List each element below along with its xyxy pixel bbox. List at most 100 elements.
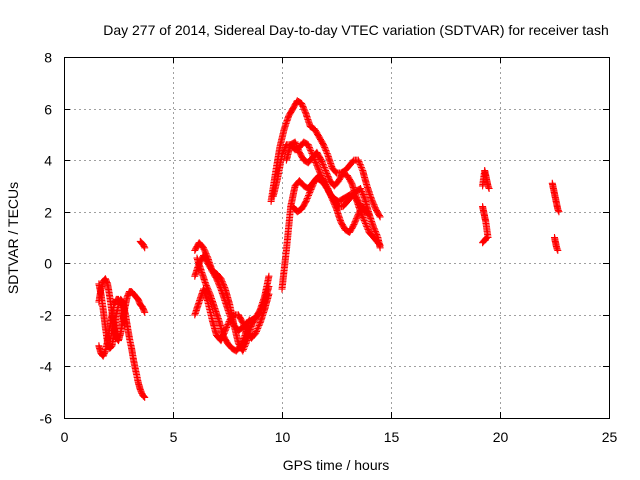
data-point: [298, 99, 306, 107]
series-track-o: [479, 203, 492, 241]
data-point-fill: [294, 144, 302, 152]
y-tick-label: 6: [44, 102, 52, 118]
data-point-fill: [224, 319, 232, 327]
data-point-fill: [375, 212, 383, 220]
data-point: [200, 244, 207, 252]
data-point-fill: [203, 283, 211, 291]
series-track-n: [479, 167, 493, 192]
data-point-fill: [301, 108, 309, 116]
data-point-fill: [320, 142, 328, 150]
data-point-fill: [219, 279, 227, 287]
data-point: [121, 321, 129, 329]
data-point-fill: [370, 201, 378, 209]
data-point-fill: [331, 201, 339, 209]
data-point-fill: [369, 198, 377, 206]
data-point: [354, 156, 362, 164]
data-point-fill: [312, 158, 320, 166]
data-point-fill: [306, 145, 314, 153]
data-point-fill: [312, 160, 320, 168]
data-point: [265, 290, 273, 298]
data-point: [357, 185, 364, 192]
data-point: [324, 185, 332, 192]
data-point-fill: [329, 196, 337, 204]
data-point-fill: [300, 104, 307, 112]
data-point-fill: [330, 199, 338, 207]
data-marks: [95, 97, 563, 401]
data-point: [252, 329, 260, 337]
data-point: [141, 244, 149, 252]
data-point-fill: [362, 207, 370, 215]
data-point-fill: [324, 172, 332, 180]
data-point-fill: [329, 198, 337, 206]
data-point-fill: [358, 188, 366, 195]
data-point-fill: [357, 164, 365, 171]
data-point: [265, 283, 273, 290]
series-track-c: [95, 295, 129, 360]
data-point-fill: [240, 333, 248, 341]
data-point-fill: [359, 190, 367, 198]
data-point-fill: [325, 188, 333, 195]
y-tick-label: 8: [44, 50, 52, 66]
data-point-fill: [238, 337, 246, 345]
data-point-fill: [308, 184, 316, 192]
data-point-fill: [352, 216, 360, 224]
data-point-fill: [307, 186, 315, 194]
data-point-fill: [238, 339, 246, 347]
data-point-fill: [140, 307, 148, 315]
data-point: [313, 161, 321, 169]
data-point-fill: [357, 186, 365, 194]
grid: [64, 57, 609, 418]
data-point-fill: [362, 220, 369, 227]
data-point-fill: [328, 193, 335, 201]
data-point-fill: [218, 278, 226, 286]
data-point-fill: [332, 204, 340, 212]
data-point: [485, 185, 493, 192]
data-point-fill: [254, 323, 262, 331]
data-point-fill: [326, 190, 334, 198]
data-point: [352, 192, 360, 200]
plot-frame: [64, 57, 610, 419]
data-point-fill: [369, 199, 377, 207]
data-point: [555, 208, 563, 216]
data-point: [237, 342, 245, 350]
data-point: [141, 393, 149, 401]
data-point-fill: [204, 286, 212, 294]
data-point-fill: [140, 243, 148, 250]
x-tick-label: 20: [493, 429, 509, 445]
y-tick-label: -4: [40, 359, 53, 375]
data-point-fill: [360, 193, 368, 201]
data-point: [141, 308, 149, 316]
data-point-fill: [359, 214, 367, 222]
data-point-fill: [205, 289, 213, 297]
data-point-fill: [356, 161, 364, 169]
data-point-fill: [253, 326, 261, 334]
data-point-fill: [293, 143, 301, 150]
data-point-fill: [326, 189, 334, 197]
data-point-fill: [554, 206, 562, 214]
data-point-fill: [306, 189, 314, 197]
data-point-fill: [324, 171, 331, 179]
data-point-fill: [355, 200, 363, 208]
data-point-fill: [140, 393, 148, 400]
data-point-fill: [223, 322, 231, 330]
data-point-fill: [305, 144, 313, 152]
data-point-fill: [300, 105, 308, 113]
data-point-fill: [292, 141, 300, 149]
data-point-fill: [370, 225, 378, 233]
data-point-fill: [371, 228, 379, 236]
data-point-fill: [220, 282, 228, 290]
data-point-fill: [323, 150, 331, 157]
data-point-fill: [322, 168, 330, 176]
data-point-fill: [482, 235, 489, 243]
chart-title: Day 277 of 2014, Sidereal Day-to-day VTE…: [103, 22, 609, 38]
data-point-fill: [323, 148, 330, 156]
data-point: [239, 347, 247, 355]
data-point-fill: [321, 165, 329, 173]
data-point: [302, 197, 310, 205]
data-point-fill: [294, 146, 302, 153]
data-point-fill: [220, 281, 227, 289]
data-point-fill: [204, 284, 212, 292]
data-point-fill: [354, 197, 362, 205]
data-point-fill: [324, 186, 332, 194]
